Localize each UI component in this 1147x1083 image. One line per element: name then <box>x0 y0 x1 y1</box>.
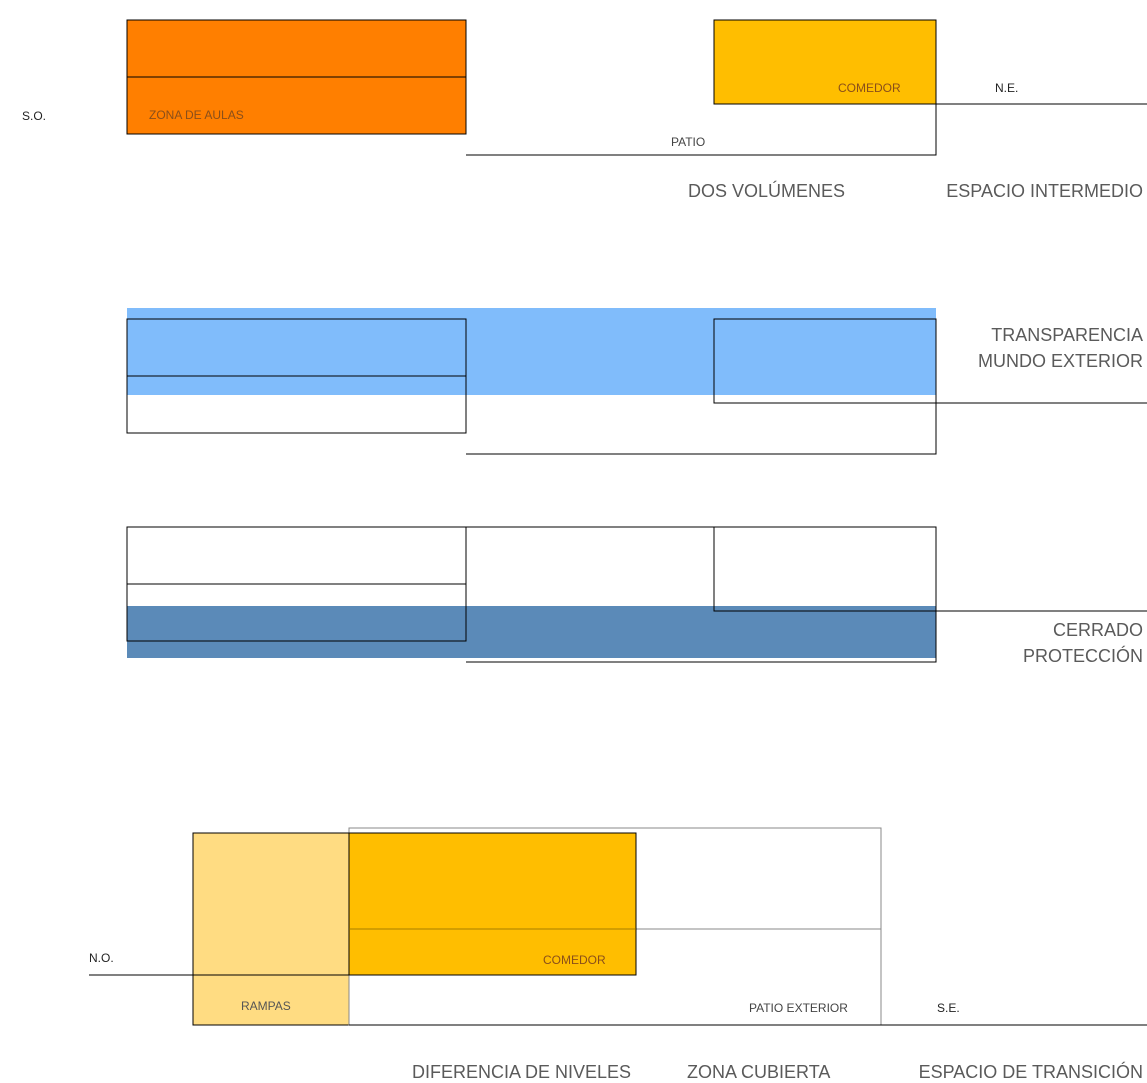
label-no: N.O. <box>89 951 114 965</box>
panel-transparencia: TRANSPARENCIA MUNDO EXTERIOR <box>126 308 1147 455</box>
panel-dos-volumenes: S.O. ZONA DE AULAS COMEDOR N.E. PATIO DO… <box>22 19 1147 201</box>
caption-espacio-transicion: ESPACIO DE TRANSICIÓN <box>919 1061 1143 1082</box>
label-se: S.E. <box>937 1001 960 1015</box>
panel-diferencia-niveles: N.O. RAMPAS COMEDOR PATIO EXTERIOR S.E. … <box>89 827 1147 1082</box>
comedor-outline-2 <box>713 318 937 404</box>
caption-cerrado: CERRADO <box>1053 620 1143 640</box>
caption-diferencia-niveles: DIFERENCIA DE NIVELES <box>412 1062 631 1082</box>
patio-outline-2 <box>466 403 937 455</box>
label-comedor: COMEDOR <box>838 81 901 95</box>
patio-outline-3 <box>466 611 937 663</box>
label-so: S.O. <box>22 109 46 123</box>
cerrado-band <box>127 606 936 658</box>
caption-zona-cubierta: ZONA CUBIERTA <box>687 1062 830 1082</box>
patio-outline <box>466 104 937 156</box>
caption-mundo-exterior: MUNDO EXTERIOR <box>978 351 1143 371</box>
caption-proteccion: PROTECCIÓN <box>1023 645 1143 666</box>
label-ne: N.E. <box>995 81 1018 95</box>
label-patio-exterior: PATIO EXTERIOR <box>749 1001 848 1015</box>
label-rampas: RAMPAS <box>241 999 291 1013</box>
panel-cerrado: CERRADO PROTECCIÓN <box>126 526 1147 666</box>
label-comedor-section: COMEDOR <box>543 953 606 967</box>
comedor-block-section <box>348 832 637 976</box>
rampas-block <box>192 832 350 1026</box>
caption-transparencia: TRANSPARENCIA <box>991 325 1143 345</box>
comedor-block <box>713 19 937 105</box>
caption-dos-volumenes: DOS VOLÚMENES <box>688 180 845 201</box>
label-zona-aulas: ZONA DE AULAS <box>149 108 244 122</box>
label-patio: PATIO <box>671 135 705 149</box>
comedor-outline-3 <box>713 526 937 612</box>
transparencia-band <box>127 308 936 395</box>
caption-espacio-intermedio: ESPACIO INTERMEDIO <box>946 181 1143 201</box>
